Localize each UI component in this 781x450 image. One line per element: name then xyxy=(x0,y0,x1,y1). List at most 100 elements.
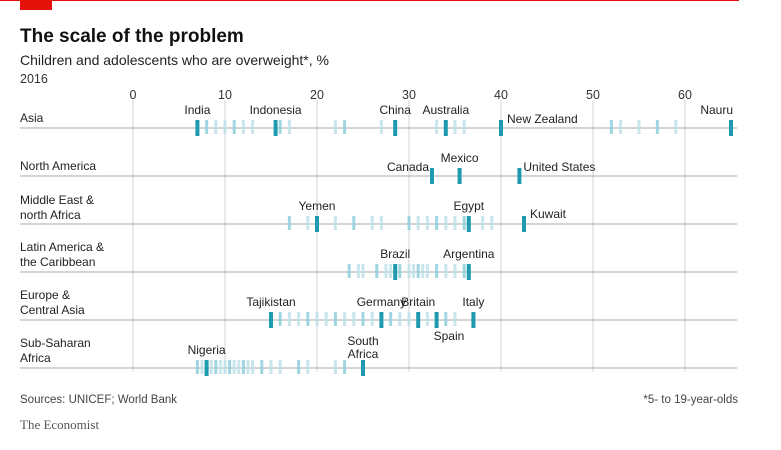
country-mark xyxy=(481,216,485,230)
country-mark xyxy=(251,360,255,374)
country-label: Kuwait xyxy=(530,207,567,221)
country-label: Spain xyxy=(434,329,465,343)
country-mark xyxy=(343,312,347,326)
highlight-country-mark xyxy=(443,120,448,136)
region-label: Latin America & xyxy=(20,240,104,254)
country-label: Indonesia xyxy=(250,103,302,117)
country-mark xyxy=(278,120,282,134)
country-mark xyxy=(655,120,659,134)
highlight-country-mark xyxy=(361,360,365,376)
country-mark xyxy=(214,360,218,374)
highlight-country-mark xyxy=(416,312,421,328)
highlight-country-mark xyxy=(729,120,733,136)
country-label: New Zealand xyxy=(507,112,578,126)
x-tick-label: 50 xyxy=(586,88,600,102)
highlight-country-mark xyxy=(195,120,200,136)
country-mark xyxy=(637,120,641,134)
footnote: *5- to 19-year-olds xyxy=(643,394,738,406)
country-mark xyxy=(223,120,227,134)
country-mark xyxy=(315,312,319,326)
highlight-country-mark xyxy=(430,168,434,184)
country-mark xyxy=(421,264,425,278)
country-label: Tajikistan xyxy=(246,295,295,309)
country-label: Germany xyxy=(357,295,406,309)
highlight-country-mark xyxy=(522,216,526,232)
country-mark xyxy=(412,264,416,278)
country-mark xyxy=(389,312,393,326)
country-mark xyxy=(232,120,236,134)
country-mark xyxy=(251,120,255,134)
region-label: the Caribbean xyxy=(20,255,95,269)
chart-year: 2016 xyxy=(20,72,48,86)
region-label: North America xyxy=(20,159,96,173)
region-label: Africa xyxy=(20,351,51,365)
country-mark xyxy=(324,312,328,326)
country-mark xyxy=(352,312,356,326)
country-mark xyxy=(619,120,623,134)
country-mark xyxy=(232,360,236,374)
country-label: Egypt xyxy=(453,199,484,213)
country-label: Mexico xyxy=(441,151,479,165)
highlight-country-mark xyxy=(434,312,439,328)
country-mark xyxy=(407,216,411,230)
x-tick-label: 30 xyxy=(402,88,416,102)
country-mark xyxy=(218,360,222,374)
country-mark xyxy=(407,264,411,278)
country-label: United States xyxy=(523,160,595,174)
x-tick-label: 40 xyxy=(494,88,508,102)
country-mark xyxy=(444,216,448,230)
country-mark xyxy=(287,120,291,134)
country-mark xyxy=(389,264,393,278)
country-mark xyxy=(356,264,360,278)
country-mark xyxy=(379,120,383,134)
region-label: north Africa xyxy=(20,208,81,222)
region-label: Central Asia xyxy=(20,303,85,317)
country-mark xyxy=(343,360,347,374)
country-mark xyxy=(361,264,365,278)
country-mark xyxy=(297,312,301,326)
country-mark xyxy=(398,312,402,326)
country-label: Yemen xyxy=(299,199,336,213)
highlight-country-mark xyxy=(393,120,398,136)
country-mark xyxy=(435,264,439,278)
country-mark xyxy=(333,120,337,134)
country-mark xyxy=(416,264,420,278)
sources-note: Sources: UNICEF; World Bank xyxy=(20,394,178,406)
country-label: India xyxy=(184,103,210,117)
country-mark xyxy=(260,360,264,374)
highlight-country-mark xyxy=(499,120,503,136)
country-mark xyxy=(195,360,199,374)
country-mark xyxy=(333,360,337,374)
chart-subtitle: Children and adolescents who are overwei… xyxy=(20,52,329,68)
country-mark xyxy=(237,360,241,374)
country-mark xyxy=(347,264,351,278)
highlight-country-mark xyxy=(457,168,462,184)
region-label: Sub-Saharan xyxy=(20,336,91,350)
country-label: Argentina xyxy=(443,247,495,261)
highlight-country-mark xyxy=(466,216,471,232)
brand-logo-text: The Economist xyxy=(20,417,100,432)
region-label: Asia xyxy=(20,111,44,125)
country-mark xyxy=(462,216,466,230)
highlight-country-mark xyxy=(315,216,319,232)
country-mark xyxy=(241,360,245,374)
country-mark xyxy=(306,216,310,230)
country-label: Italy xyxy=(462,295,484,309)
country-mark xyxy=(370,216,374,230)
region-label: Middle East & xyxy=(20,193,94,207)
country-mark xyxy=(223,360,227,374)
country-mark xyxy=(306,360,310,374)
country-mark xyxy=(214,120,218,134)
highlight-country-mark xyxy=(273,120,278,136)
country-mark xyxy=(384,264,388,278)
country-mark xyxy=(435,216,439,230)
highlight-country-mark xyxy=(393,264,398,280)
country-mark xyxy=(246,360,250,374)
country-mark xyxy=(209,360,213,374)
country-label: Canada xyxy=(387,160,429,174)
highlight-country-mark xyxy=(517,168,522,184)
country-label: Britain xyxy=(401,295,435,309)
country-mark xyxy=(287,312,291,326)
highlight-country-mark xyxy=(269,312,273,328)
